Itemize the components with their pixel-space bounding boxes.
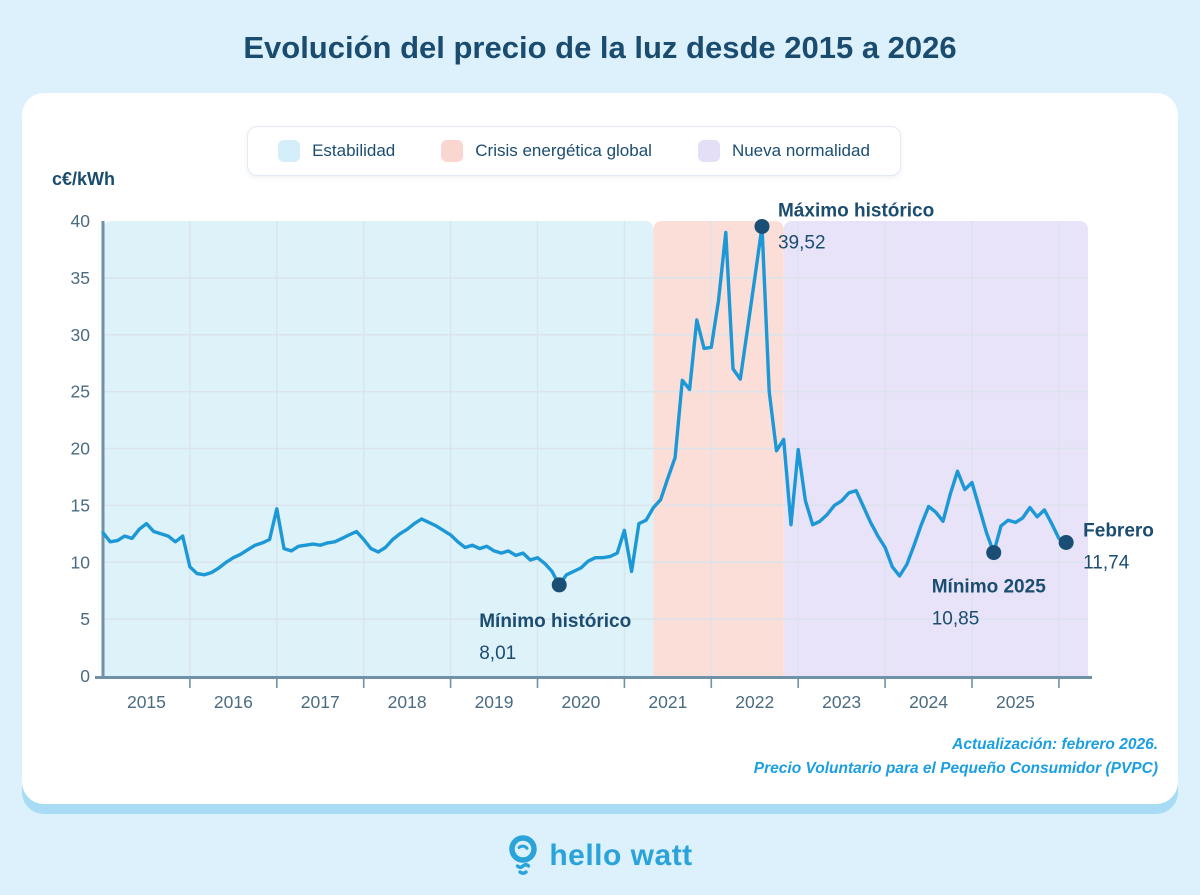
- y-tick-label: 10: [71, 552, 91, 572]
- y-axis-title: c€/kWh: [52, 169, 116, 189]
- data-point-minimo-historico: [551, 577, 567, 593]
- annotation-value-febrero-2026: 11,74: [1083, 552, 1130, 573]
- estabilidad-swatch-icon: [278, 140, 301, 162]
- annotation-value-minimo-historico: 8,01: [479, 643, 516, 664]
- logo-text: hello watt: [549, 839, 693, 872]
- data-point-maximo-historico: [754, 218, 770, 234]
- annotation-value-maximo-historico: 39,52: [778, 232, 826, 253]
- y-tick-label: 0: [80, 666, 90, 686]
- x-tick-label: 2021: [648, 692, 687, 712]
- y-tick-label: 5: [80, 609, 90, 629]
- legend-item-crisis: Crisis energética global: [441, 140, 652, 162]
- source-note-line2: Precio Voluntario para el Pequeño Consum…: [753, 760, 1158, 777]
- x-tick-label: 2025: [996, 692, 1035, 712]
- source-note-line1: Actualización: febrero 2026.: [952, 736, 1158, 753]
- legend-item-estabilidad: Estabilidad: [278, 140, 395, 162]
- x-tick-label: 2020: [561, 692, 600, 712]
- y-tick-label: 15: [71, 495, 90, 515]
- source-note: Actualización: febrero 2026. Precio Volu…: [754, 733, 1158, 781]
- page-title: Evolución del precio de la luz desde 201…: [243, 30, 957, 65]
- nueva-normalidad-swatch-icon: [697, 140, 720, 162]
- data-point-febrero-2026: [1058, 534, 1074, 550]
- y-tick-label: 40: [71, 211, 91, 231]
- legend-item-nueva-normalidad: Nueva normalidad: [697, 140, 870, 162]
- legend-item-label: Nueva normalidad: [731, 141, 870, 160]
- lightbulb-icon: [509, 835, 538, 875]
- x-tick-label: 2024: [909, 692, 948, 712]
- price-line: [101, 224, 1068, 587]
- hellowatt-logo: hello watt: [0, 834, 1200, 878]
- y-tick-label: 25: [71, 382, 90, 402]
- crisis-swatch-icon: [441, 140, 464, 162]
- annotation-label-minimo-historico: Mínimo histórico: [479, 611, 631, 632]
- annotation-label-maximo-historico: Máximo histórico: [778, 200, 934, 221]
- x-tick-label: 2023: [822, 692, 861, 712]
- chart-legend: Estabilidad Crisis energética global Nue…: [247, 126, 901, 176]
- chart-card: Estabilidad Crisis energética global Nue…: [22, 93, 1178, 804]
- data-point-minimo-2025: [986, 545, 1002, 561]
- x-tick-label: 2022: [735, 692, 774, 712]
- annotation-label-minimo-2025: Mínimo 2025: [932, 577, 1046, 598]
- x-tick-label: 2017: [301, 692, 340, 712]
- x-tick-label: 2018: [388, 692, 427, 712]
- y-tick-label: 35: [71, 268, 90, 288]
- y-tick-label: 20: [71, 439, 91, 459]
- annotation-value-minimo-2025: 10,85: [932, 609, 980, 630]
- x-tick-label: 2016: [214, 692, 253, 712]
- legend-item-label: Crisis energética global: [475, 141, 652, 160]
- annotation-label-febrero-2026: Febrero: [1083, 520, 1154, 541]
- x-tick-label: 2015: [127, 692, 166, 712]
- legend-item-label: Estabilidad: [312, 141, 396, 160]
- x-tick-label: 2019: [475, 692, 514, 712]
- y-tick-label: 30: [71, 325, 91, 345]
